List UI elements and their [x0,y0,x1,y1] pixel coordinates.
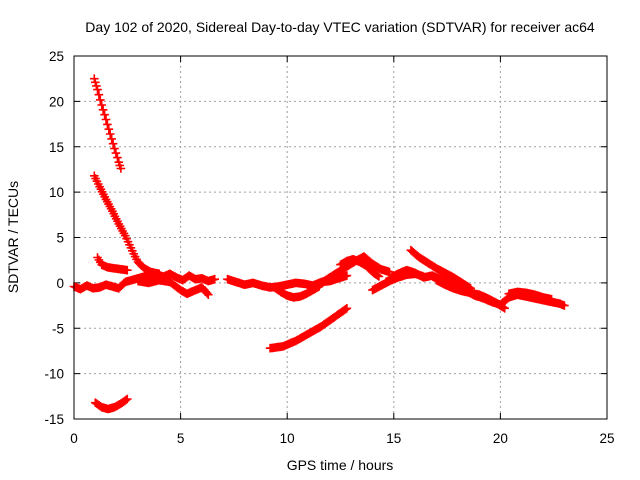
data-point-markers [368,269,428,295]
data-point-markers [91,394,132,414]
data-point-markers [90,74,126,173]
x-tick-label: 5 [177,431,185,446]
y-tick-label: 15 [49,140,64,155]
x-tick-label: 10 [280,431,295,446]
grid-lines [74,56,607,419]
data-point-markers [406,245,475,293]
data-series [69,74,569,414]
series-arc-negative-mid [265,304,352,353]
y-axis-label: SDTVAR / TECUs [5,181,21,293]
y-tick-label: 5 [56,231,64,246]
data-point-markers [133,275,213,299]
data-point-markers [336,255,384,281]
series-arc-high-start [90,74,126,173]
y-tick-label: 10 [49,185,64,200]
x-tick-label: 25 [599,431,614,446]
y-tick-labels: -15 -10 -5 0 5 10 15 20 25 [44,49,64,427]
series-arc-mid-15h [368,269,428,295]
series-arc-baseline-sag [270,282,324,302]
x-tick-label: 0 [70,431,78,446]
data-point-markers [270,282,324,302]
x-axis-label: GPS time / hours [287,457,394,473]
x-tick-label: 20 [493,431,508,446]
x-tick-labels: 0 5 10 15 20 25 [70,431,614,446]
data-point-markers [93,253,132,275]
y-tick-label: 20 [49,94,64,109]
series-arc-negative-start [91,394,132,414]
y-tick-label: 25 [49,49,64,64]
series-arc-peak-16h [406,245,475,293]
chart-title: Day 102 of 2020, Sidereal Day-to-day VTE… [85,19,595,35]
series-arc-low-start [93,253,132,275]
x-tick-label: 15 [386,431,401,446]
series-arc-late-ripple [432,275,509,313]
data-point-markers [432,275,509,313]
y-tick-label: -10 [44,367,64,382]
series-arc-bump-pre14 [336,255,384,281]
y-tick-label: 0 [56,276,64,291]
data-point-markers [504,287,556,304]
series-arc-end-upper [504,287,556,304]
data-point-markers [265,304,352,353]
series-arc-baseline-dip [133,275,213,299]
plot-frame [73,55,608,420]
y-tick-label: -15 [44,412,64,427]
y-tick-label: -5 [52,321,64,336]
